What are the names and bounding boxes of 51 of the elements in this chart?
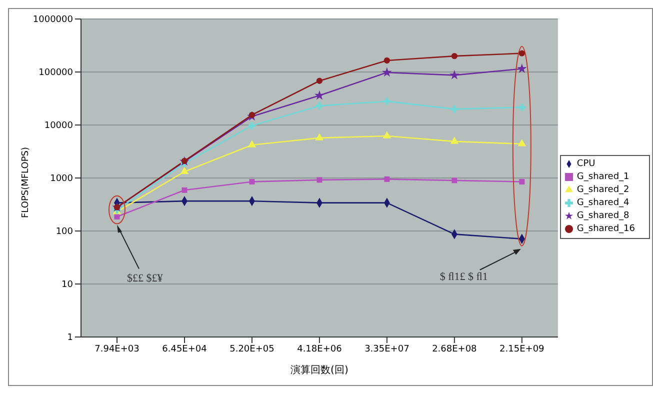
point [316,102,324,110]
y-axis-title: FLOPS(MFLOPS) [21,147,32,218]
annotation: $ ﬂ1£ $ ﬂ1 [440,270,488,283]
point [316,78,323,84]
y-tick-label: 10000 [44,121,74,132]
point [315,133,324,140]
y-tick-label: 1000000 [32,15,74,26]
y-tick-label: 100000 [38,68,74,78]
legend-label: G_shared_1 [576,172,630,182]
legend-label: G_shared_2 [576,185,630,195]
point [518,50,525,56]
legend-label: G_shared_16 [576,224,635,234]
point [516,64,527,73]
point [384,176,390,182]
annotation: $££ $£¥ [127,272,164,285]
point [518,139,526,146]
point [451,52,458,60]
point [180,166,189,174]
point [382,67,392,77]
point [450,105,458,113]
legend-label: CPU [576,159,596,169]
x-tick-label: 2.68E+08 [432,344,478,354]
legend-label: G_shared_8 [576,211,630,221]
point [248,122,256,130]
point [450,70,460,80]
point [384,57,390,64]
x-tick-label: 3.35E+07 [364,344,410,354]
point [383,98,391,105]
point [452,178,458,184]
y-tick-label: 1 [67,333,73,344]
x-tick-label: 2.15E+09 [500,344,545,354]
point [248,140,256,148]
y-tick-label: 1000 [50,174,74,184]
x-tick-label: 6.45E+04 [162,344,208,354]
point [450,136,459,144]
point [249,179,255,184]
legend-label: G_shared_4 [576,198,630,208]
point [518,104,526,112]
point [114,214,120,220]
y-tick-label: 100 [56,227,74,238]
x-tick-label: 5.20E+05 [230,344,274,354]
x-axis-title: 演算回数(回) [290,364,348,376]
y-tick-label: 10 [62,280,74,290]
point [182,187,188,193]
x-tick-label: 4.18E+06 [297,344,342,354]
point [248,112,256,118]
point [314,90,324,100]
x-tick-label: 7.94E+03 [94,344,140,354]
point [519,179,525,184]
point [382,131,392,138]
point [316,177,322,183]
